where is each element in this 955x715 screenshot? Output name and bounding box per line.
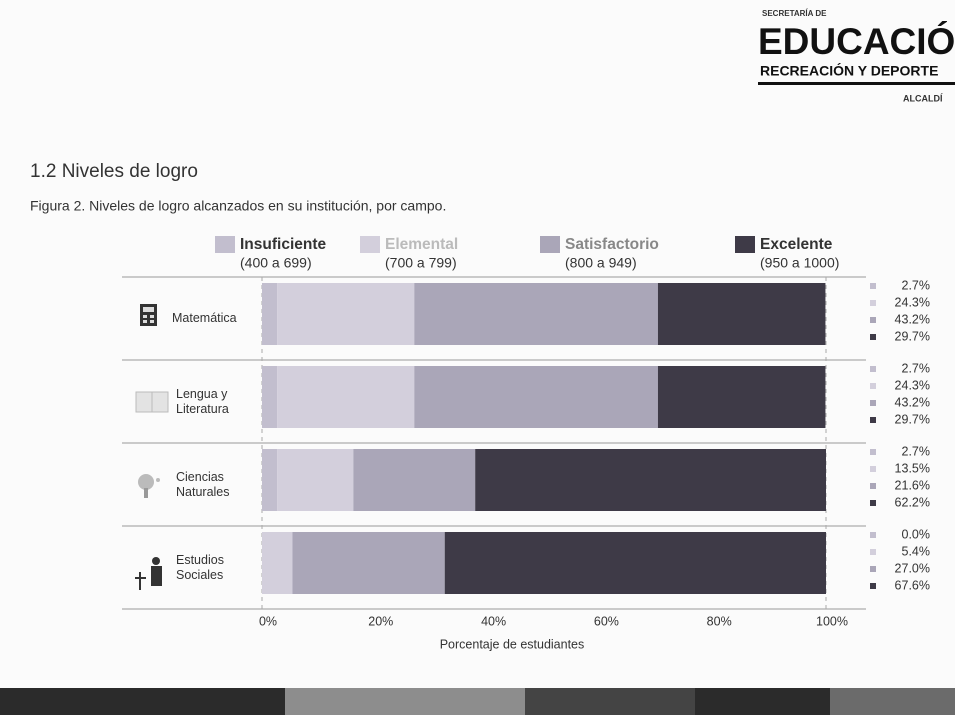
value-label: 2.7% (902, 361, 931, 375)
logo-rule (758, 82, 955, 85)
logo-text: SECRETARÍA DE (762, 9, 827, 18)
bar-segment (262, 449, 278, 511)
value-swatch (870, 583, 876, 589)
icon (135, 391, 169, 413)
legend-range: (800 a 949) (565, 255, 637, 271)
value-swatch (870, 300, 876, 306)
value-label: 0.0% (902, 527, 931, 541)
value-label: 21.6% (895, 478, 930, 492)
value-swatch (870, 566, 876, 572)
legend-label: Excelente (760, 236, 833, 253)
legend-swatch (735, 236, 755, 253)
bar-segment (262, 532, 293, 594)
value-swatch (870, 383, 876, 389)
value-label: 29.7% (895, 329, 930, 343)
logo-text: RECREACIÓN Y DEPORTE (760, 62, 938, 79)
bar-segment (444, 532, 826, 594)
legend-range: (700 a 799) (385, 255, 457, 271)
category-label: Estudios Sociales (176, 552, 224, 582)
logo-text: ALCALDÍ (903, 93, 943, 103)
chart-title: Figura 2. Niveles de logro alcanzados en… (30, 198, 446, 214)
bar-segment (353, 449, 476, 511)
value-label: 43.2% (895, 312, 930, 326)
bar-segment (262, 283, 278, 345)
value-swatch (870, 549, 876, 555)
legend-label: Insuficiente (240, 236, 327, 253)
value-swatch (870, 417, 876, 423)
value-label: 2.7% (902, 278, 931, 292)
value-swatch (870, 532, 876, 538)
legend-swatch (360, 236, 380, 253)
value-swatch (870, 334, 876, 340)
icon (140, 304, 157, 326)
legend-swatch (540, 236, 560, 253)
value-swatch (870, 466, 876, 472)
value-label: 62.2% (895, 495, 930, 509)
value-label: 67.6% (895, 578, 930, 592)
value-label: 24.3% (895, 295, 930, 309)
value-label: 27.0% (895, 561, 930, 575)
value-swatch (870, 283, 876, 289)
footer-band (525, 688, 695, 715)
x-axis-label: Porcentaje de estudiantes (440, 637, 585, 651)
footer-band (285, 688, 525, 715)
category-label: Lengua y Literatura (176, 386, 229, 416)
bar-segment (414, 366, 658, 428)
value-swatch (870, 500, 876, 506)
value-swatch (870, 483, 876, 489)
x-tick-label: 0% (259, 614, 277, 628)
value-swatch (870, 449, 876, 455)
legend-label: Satisfactorio (565, 236, 659, 253)
value-swatch (870, 400, 876, 406)
x-tick-label: 60% (594, 614, 619, 628)
bar-segment (657, 283, 826, 345)
legend-range: (950 a 1000) (760, 255, 839, 271)
legend-label: Elemental (385, 236, 458, 253)
x-tick-label: 40% (481, 614, 506, 628)
category-label: Matemática (172, 311, 237, 325)
legend-swatch (215, 236, 235, 253)
value-label: 13.5% (895, 461, 930, 475)
footer-band (830, 688, 955, 715)
value-label: 24.3% (895, 378, 930, 392)
bar-segment (657, 366, 826, 428)
value-label: 2.7% (902, 444, 931, 458)
bar-segment (262, 366, 278, 428)
section-title: 1.2 Niveles de logro (30, 161, 198, 182)
value-label: 5.4% (902, 544, 931, 558)
value-label: 43.2% (895, 395, 930, 409)
x-tick-label: 20% (368, 614, 393, 628)
value-label: 29.7% (895, 412, 930, 426)
icon (138, 474, 160, 498)
category-label: Ciencias Naturales (176, 469, 230, 499)
bar-segment (414, 283, 658, 345)
x-tick-label: 80% (707, 614, 732, 628)
bar-segment (292, 532, 445, 594)
value-swatch (870, 366, 876, 372)
bar-segment (277, 449, 354, 511)
x-tick-label: 100% (816, 614, 848, 628)
bar-segment (277, 366, 415, 428)
value-swatch (870, 317, 876, 323)
icon (135, 557, 162, 590)
bar-segment (277, 283, 415, 345)
legend-range: (400 a 699) (240, 255, 312, 271)
bar-segment (475, 449, 826, 511)
logo-text: EDUCACIÓN (758, 20, 955, 62)
